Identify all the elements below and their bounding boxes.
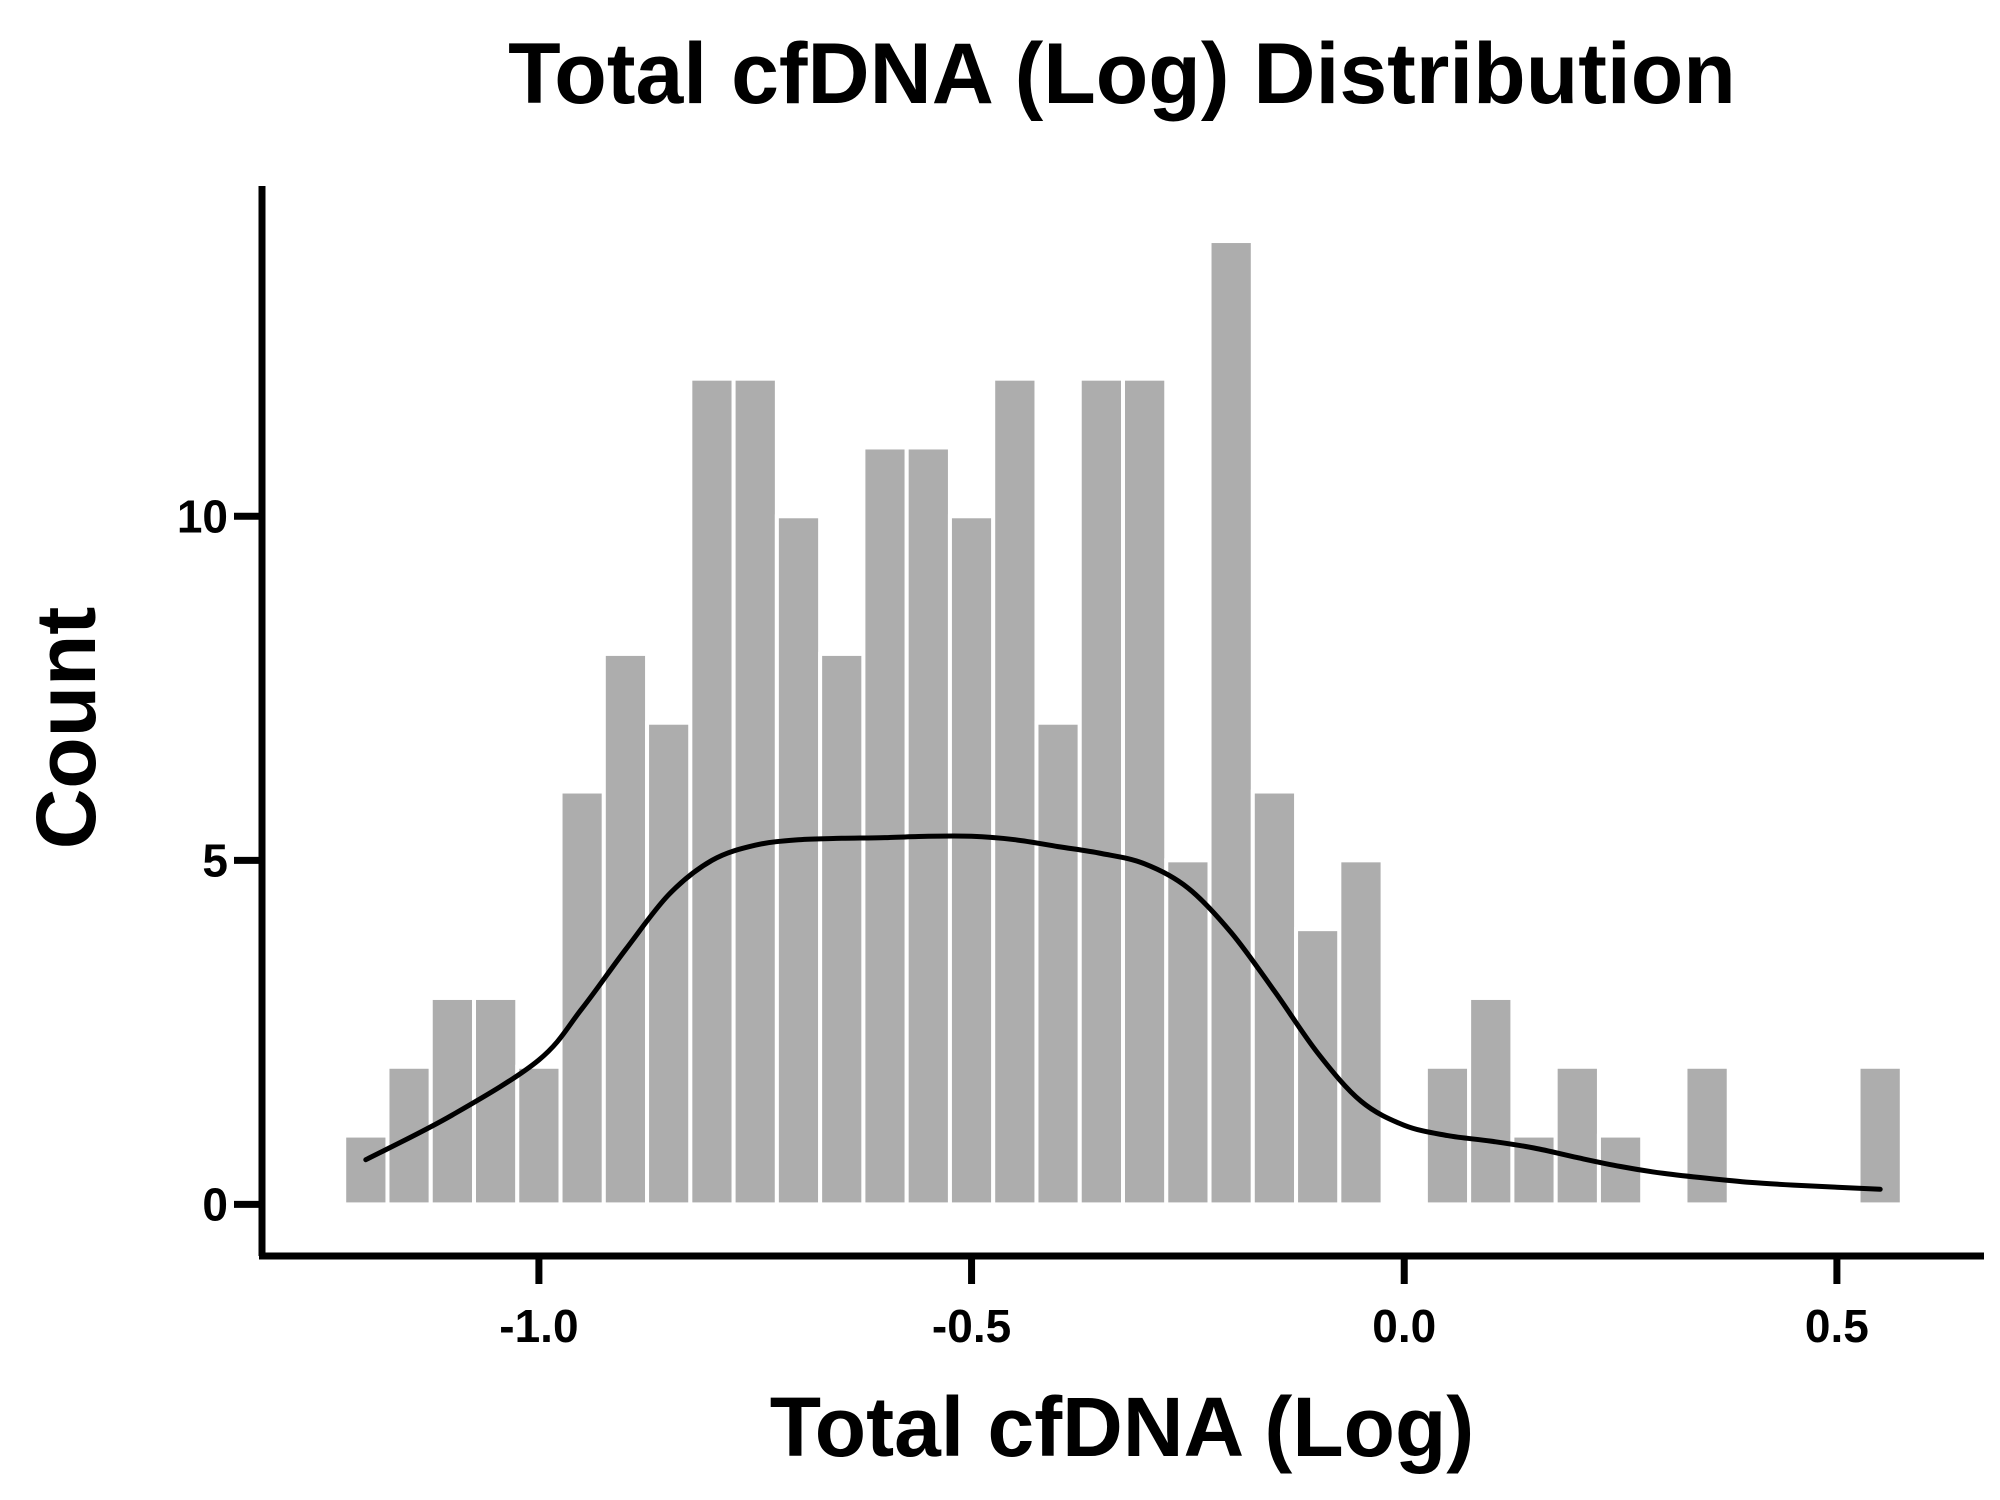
histogram-bar-7: [645, 720, 693, 1207]
chart-title: Total cfDNA (Log) Distribution: [508, 26, 1736, 122]
histogram-bar-20: [1207, 239, 1255, 1207]
histogram-bar-3: [472, 995, 520, 1207]
histogram-bar-16: [1034, 720, 1082, 1207]
histogram-bar-12: [861, 445, 909, 1207]
x-axis-label: Total cfDNA (Log): [770, 1380, 1475, 1474]
histogram-bar-28: [1553, 1064, 1601, 1207]
y-axis-ticks: 0 5 10: [177, 490, 262, 1230]
histogram-bar-8: [688, 376, 736, 1207]
bars-group: [342, 239, 1904, 1207]
y-tick-label: 5: [202, 834, 228, 886]
histogram-bar-9: [731, 376, 779, 1207]
histogram-bar-14: [947, 514, 996, 1207]
histogram-bar-11: [818, 651, 866, 1207]
histogram-bar-2: [428, 995, 477, 1207]
histogram-bar-13: [904, 445, 952, 1207]
y-axis-label: Count: [19, 607, 113, 850]
histogram-bar-23: [1337, 858, 1385, 1207]
histogram-bar-35: [1856, 1064, 1904, 1207]
x-tick-label: -1.0: [499, 1300, 578, 1352]
histogram-bar-26: [1467, 995, 1515, 1207]
x-tick-label: 0.0: [1372, 1300, 1436, 1352]
histogram-bar-17: [1077, 376, 1125, 1207]
histogram-bar-4: [515, 1064, 563, 1207]
histogram-bar-10: [774, 514, 823, 1207]
histogram-bar-1: [385, 1064, 433, 1207]
histogram-bar-21: [1250, 789, 1299, 1207]
histogram-bar-31: [1683, 1064, 1731, 1207]
histogram-bar-5: [558, 789, 606, 1207]
x-tick-label: -0.5: [932, 1300, 1011, 1352]
y-tick-label: 0: [202, 1178, 228, 1230]
x-tick-label: 0.5: [1805, 1300, 1869, 1352]
density-curve: [363, 833, 1883, 1192]
x-axis-ticks: -1.0 -0.5 0.0 0.5: [499, 1256, 1869, 1352]
histogram-bar-15: [991, 376, 1039, 1207]
histogram-bar-19: [1164, 858, 1212, 1207]
histogram-bar-22: [1294, 927, 1342, 1207]
histogram-bar-0: [342, 1133, 390, 1207]
y-tick-label: 10: [177, 490, 228, 542]
histogram-bar-18: [1121, 376, 1169, 1207]
